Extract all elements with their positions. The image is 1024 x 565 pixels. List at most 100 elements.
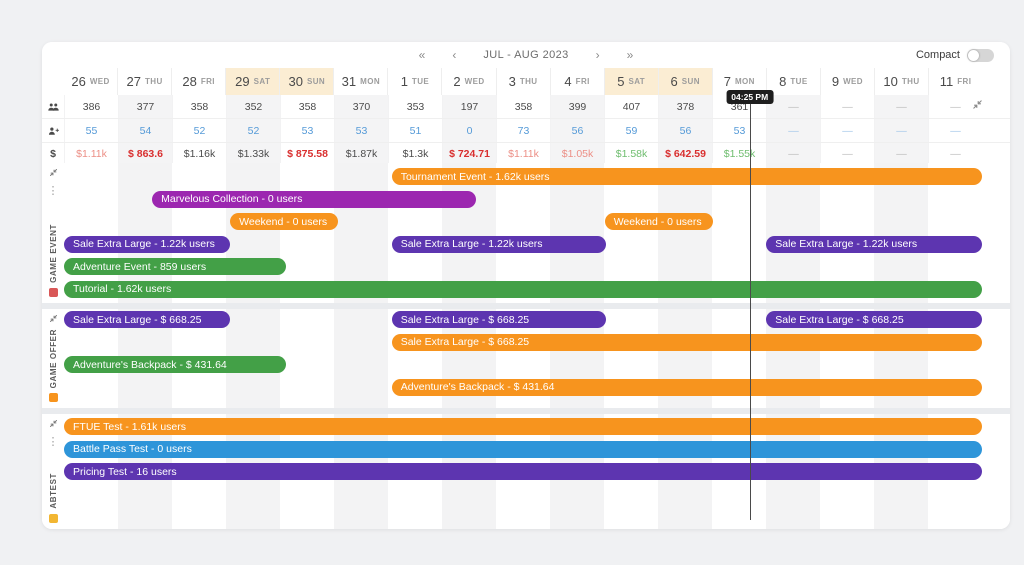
stat-value-cell: $1.16k (172, 143, 226, 165)
event-bar[interactable]: FTUE Test - 1.61k users (64, 418, 982, 435)
timeline-row: FTUE Test - 1.61k users (64, 418, 982, 435)
date-cell[interactable]: 30 SUN (279, 68, 334, 95)
event-bar[interactable]: Sale Extra Large - 1.22k users (766, 235, 982, 253)
event-bar[interactable]: Sale Extra Large - 1.22k users (391, 235, 606, 253)
date-number: 28 (182, 74, 197, 89)
stat-value: 52 (247, 124, 260, 137)
compact-toggle[interactable] (967, 48, 994, 62)
column-stripe (334, 309, 388, 408)
date-cell[interactable]: 6 SUN (657, 68, 712, 95)
timeline-sections: Tournament Event - 1.62k users Marvelous … (42, 163, 1010, 529)
section-menu-icon[interactable]: ⋮ (47, 436, 59, 448)
prev-page-button[interactable]: ‹ (452, 48, 457, 62)
first-page-button[interactable]: « (418, 48, 426, 62)
event-bar[interactable]: Weekend - 0 users (604, 213, 713, 230)
event-bar[interactable]: Marvelous Collection - 0 users (152, 190, 477, 208)
section-sidebar-game-event: ⋮ GAME EVENT (42, 163, 64, 303)
date-cell[interactable]: 31 MON (333, 68, 388, 95)
event-bar[interactable]: Adventure's Backpack - $ 431.64 (64, 356, 287, 373)
stat-value: — (842, 148, 853, 160)
event-bar[interactable]: Sale Extra Large - $ 668.25 (64, 311, 231, 328)
date-cell[interactable]: 8 TUE (765, 68, 820, 95)
section-menu-icon[interactable]: ⋮ (47, 185, 59, 197)
section-abtest: FTUE Test - 1.61k users Battle Pass Test … (42, 414, 1010, 529)
stat-value: 53 (355, 124, 368, 137)
column-stripe (226, 163, 280, 303)
date-cell[interactable]: 2 WED (441, 68, 496, 95)
stat-value: — (950, 100, 961, 113)
section-label-wrap: ABTEST (48, 473, 58, 523)
event-bar[interactable]: Tournament Event - 1.62k users (391, 168, 982, 185)
column-stripe (334, 163, 388, 303)
date-number: 26 (71, 74, 86, 89)
date-weekday: THU (901, 77, 920, 86)
game-event-icon (48, 288, 58, 297)
stat-value: 353 (406, 100, 425, 113)
stat-value: 399 (568, 100, 587, 113)
stat-value-cell: 197 (442, 95, 496, 118)
stat-value: $ 863.6 (127, 148, 164, 160)
event-bar[interactable]: Sale Extra Large - $ 668.25 (391, 311, 606, 328)
section-label: ABTEST (48, 473, 58, 509)
event-bar-label: Sale Extra Large - $ 668.25 (400, 313, 530, 326)
event-bar[interactable]: Sale Extra Large - 1.22k users (64, 235, 231, 253)
event-bar[interactable]: Tutorial - 1.62k users (64, 280, 982, 298)
stat-value: 56 (679, 124, 692, 137)
date-cell[interactable]: 29 SAT (225, 68, 280, 95)
date-cell[interactable]: 9 WED (819, 68, 874, 95)
stat-value-cell: 53 (712, 119, 766, 142)
stat-value-cell: — (820, 119, 874, 142)
event-bar[interactable]: Pricing Test - 16 users (64, 463, 982, 480)
date-cell[interactable]: 1 TUE (387, 68, 442, 95)
next-page-button[interactable]: › (595, 48, 600, 62)
column-stripes (64, 163, 982, 303)
last-page-button[interactable]: » (626, 48, 634, 62)
collapse-stats-icon[interactable] (972, 99, 983, 110)
date-number: 8 (779, 74, 787, 89)
date-number: 10 (883, 74, 898, 89)
column-stripe (658, 163, 712, 303)
current-time-line (749, 95, 751, 520)
stat-value: $1.33k (237, 148, 270, 160)
event-bar-label: Adventure's Backpack - $ 431.64 (73, 358, 227, 371)
event-bar[interactable]: Adventure Event - 859 users (64, 258, 287, 275)
date-number: 11 (939, 74, 954, 89)
section-grid: Tournament Event - 1.62k users Marvelous … (64, 163, 982, 303)
stat-value: 358 (190, 100, 209, 113)
date-weekday: SAT (253, 77, 271, 86)
date-header-row: 26 WED 27 THU 28 FRI 29 SAT 30 SUN 31 MON 1 TUE 2 WED 3 T… (64, 68, 983, 96)
stat-value-cell: 56 (658, 119, 712, 142)
collapse-section-icon[interactable] (49, 314, 58, 323)
date-cell[interactable]: 28 FRI (171, 68, 226, 95)
game-offer-icon (48, 393, 58, 402)
stat-value-cell: — (928, 119, 982, 142)
event-bar[interactable]: Weekend - 0 users (230, 213, 339, 230)
event-bar-label: Pricing Test - 16 users (73, 465, 177, 478)
event-bar[interactable]: Battle Pass Test - 0 users (64, 440, 982, 458)
stat-value: 358 (514, 100, 533, 113)
timeline-row: Adventure's Backpack - $ 431.64 (64, 378, 982, 396)
stat-value-cell: — (820, 143, 874, 165)
stat-value: 53 (733, 124, 746, 137)
date-cell[interactable]: 27 THU (117, 68, 172, 95)
stat-value: $ 724.71 (449, 148, 490, 160)
event-bar[interactable]: Sale Extra Large - $ 668.25 (766, 311, 982, 328)
date-cell[interactable]: 10 THU (873, 68, 928, 95)
event-bar-label: Sale Extra Large - 1.22k users (775, 238, 918, 250)
timeline-row: Adventure's Backpack - $ 431.64 (64, 356, 982, 373)
date-cell[interactable]: 3 THU (495, 68, 550, 95)
section-label-wrap: GAME EVENT (48, 224, 58, 297)
stat-value-cell: 0 (442, 119, 496, 142)
date-cell[interactable]: 26 WED (64, 68, 118, 95)
period-label: JUL - AUG 2023 (483, 49, 569, 61)
date-cell[interactable]: 4 FRI (549, 68, 604, 95)
date-cell[interactable]: 11 FRI (928, 68, 983, 95)
collapse-section-icon[interactable] (49, 419, 58, 428)
event-bar[interactable]: Adventure's Backpack - $ 431.64 (391, 378, 982, 396)
date-cell[interactable]: 5 SAT (603, 68, 658, 95)
date-number: 27 (126, 74, 141, 89)
event-bar-label: Weekend - 0 users (613, 215, 702, 228)
event-bar[interactable]: Sale Extra Large - $ 668.25 (391, 333, 982, 351)
date-number: 30 (288, 74, 303, 89)
collapse-section-icon[interactable] (49, 168, 58, 177)
